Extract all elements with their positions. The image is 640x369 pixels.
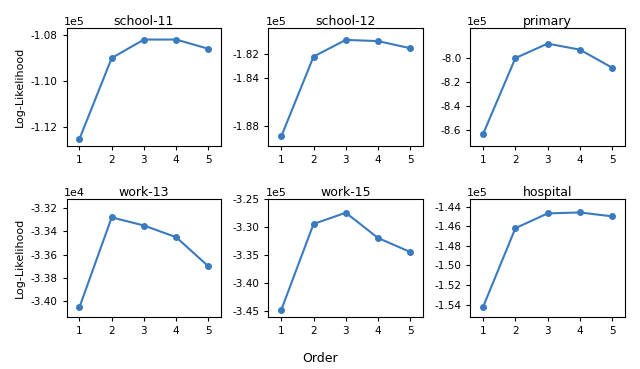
Text: Order: Order — [302, 352, 338, 365]
Y-axis label: Log-Likelihood: Log-Likelihood — [15, 47, 25, 127]
Y-axis label: Log-Likelihood: Log-Likelihood — [15, 217, 25, 298]
Title: work-13: work-13 — [118, 186, 169, 199]
Title: school-11: school-11 — [114, 15, 174, 28]
Title: school-12: school-12 — [316, 15, 376, 28]
Text: 1e5: 1e5 — [63, 17, 84, 27]
Text: 1e5: 1e5 — [266, 187, 286, 197]
Text: 1e4: 1e4 — [63, 187, 84, 197]
Title: primary: primary — [524, 15, 572, 28]
Text: 1e5: 1e5 — [467, 17, 488, 27]
Text: 1e5: 1e5 — [266, 17, 286, 27]
Text: 1e5: 1e5 — [467, 187, 488, 197]
Title: work-15: work-15 — [321, 186, 371, 199]
Title: hospital: hospital — [523, 186, 572, 199]
